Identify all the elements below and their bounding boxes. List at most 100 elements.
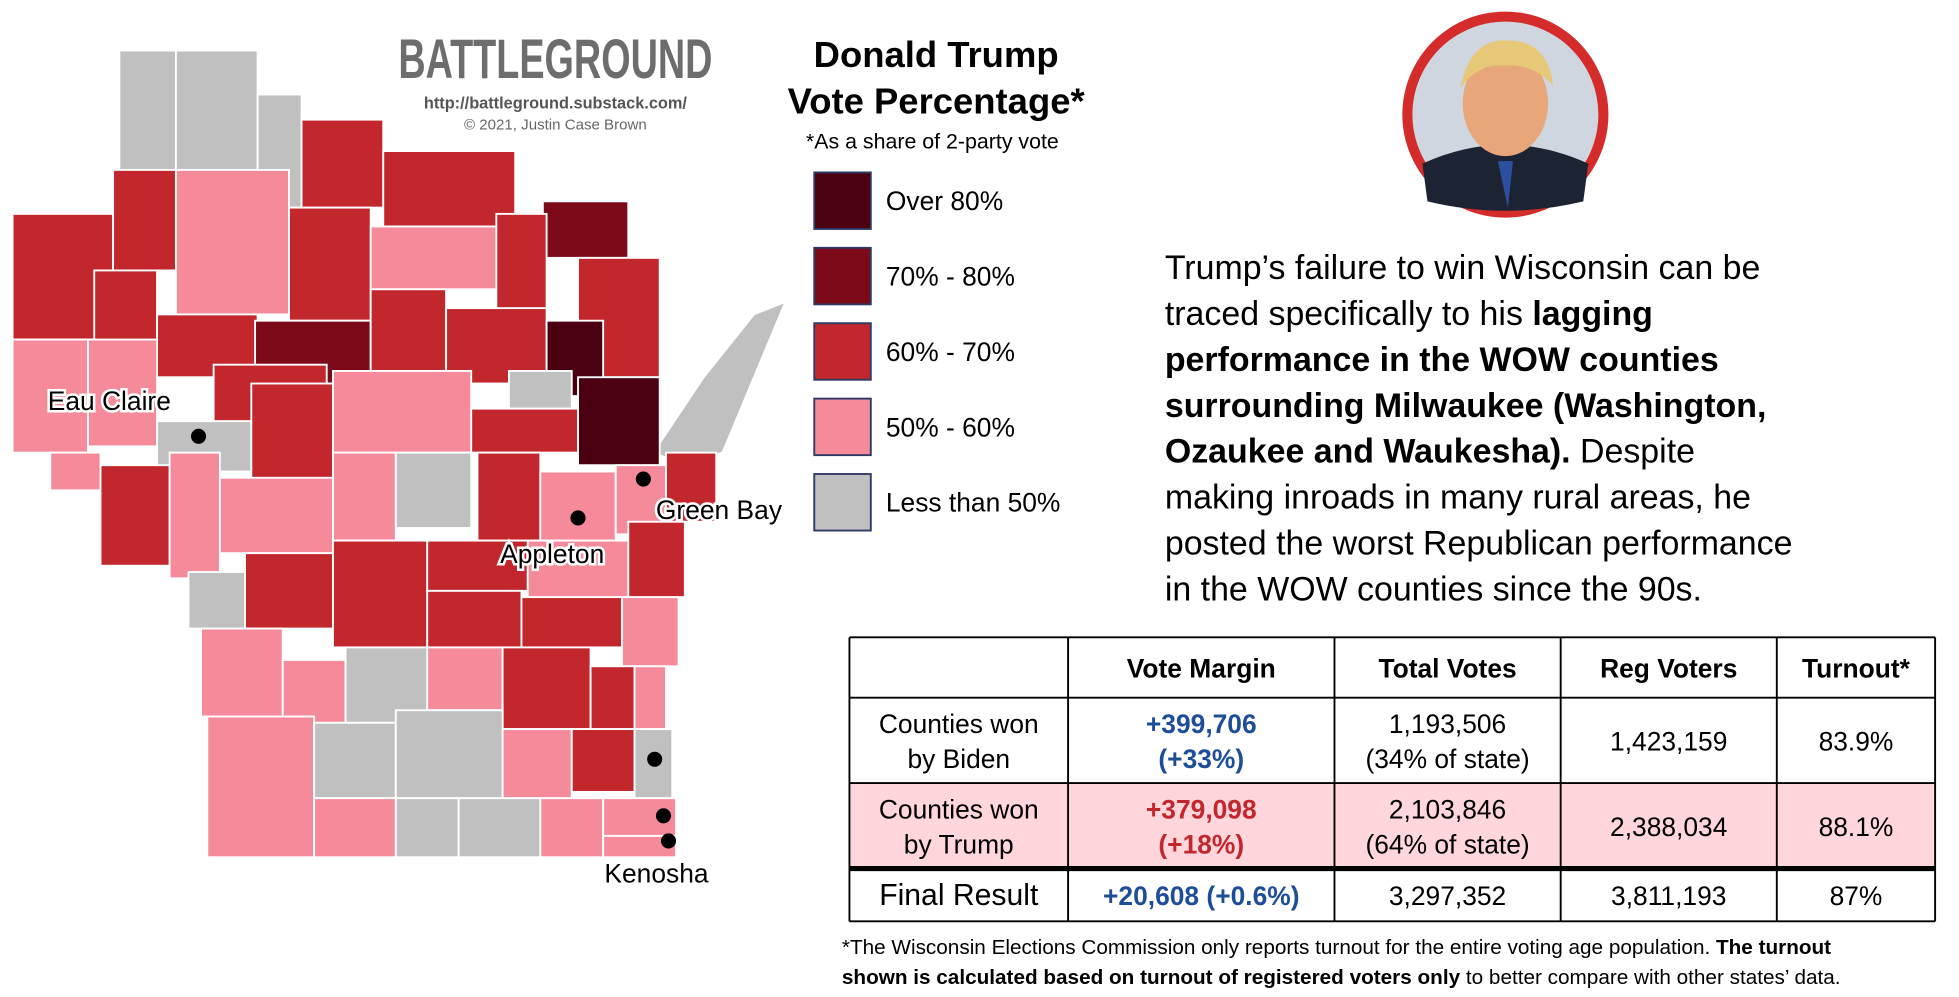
county <box>394 709 504 800</box>
text-line: performance in the WOW counties <box>1165 341 1719 379</box>
text-line: Trump’s failure to win Wisconsin can be <box>1165 249 1760 287</box>
legend: Over 80% 70% - 80% 60% - 70% 50% - 60% Less … <box>813 171 1061 532</box>
text-run: performance in the WOW counties <box>1165 341 1719 379</box>
county <box>313 721 397 800</box>
county <box>426 646 504 712</box>
city-label: Appleton <box>500 539 604 569</box>
county <box>394 451 473 529</box>
county <box>633 665 667 731</box>
county <box>602 834 677 859</box>
text-run: surrounding Milwaukee (Washington, <box>1165 387 1767 425</box>
text-run: lagging <box>1532 295 1653 333</box>
county <box>501 646 592 731</box>
text-line: traced specifically to his lagging <box>1165 295 1653 333</box>
brand-url: http://battleground.substack.com/ <box>424 94 688 112</box>
county <box>93 269 159 347</box>
text-run: Ozaukee and Waukesha). <box>1165 433 1571 471</box>
cell-text: 1,423,159 <box>1610 726 1727 756</box>
text-run: Despite <box>1571 433 1695 471</box>
county <box>470 407 579 454</box>
wisconsin-map <box>11 49 788 859</box>
cell-text: +379,098 <box>1146 794 1257 824</box>
county <box>426 539 529 592</box>
cell-text: +20,608 (+0.6%) <box>1103 881 1300 911</box>
header-cell: Total Votes <box>1378 654 1516 684</box>
county <box>507 370 573 410</box>
county <box>174 168 290 316</box>
text-run: to better compare with other states’ dat… <box>1460 966 1840 989</box>
portrait-face <box>1462 50 1549 157</box>
legend-label: Less than 50% <box>886 488 1061 518</box>
city-dots <box>190 428 677 849</box>
text-line: shown is calculated based on turnout of … <box>842 966 1841 989</box>
brand: BATTLEGROUND <box>398 28 712 90</box>
county <box>541 200 630 259</box>
header-cell: Vote Margin <box>1127 654 1276 684</box>
county <box>369 288 448 372</box>
cell-text: (34% of state) <box>1365 744 1529 774</box>
cell-text: 2,103,846 <box>1389 794 1506 824</box>
text-line: making inroads in many rural areas, he <box>1165 479 1751 517</box>
legend-title: Vote Percentage* <box>788 80 1086 121</box>
county <box>112 168 177 272</box>
county <box>665 451 718 523</box>
cell-text: 87% <box>1830 881 1883 911</box>
cell-text: (64% of state) <box>1365 829 1529 859</box>
cell-text: by Trump <box>904 829 1014 859</box>
county <box>520 596 623 649</box>
city-label: Green Bay <box>656 495 783 525</box>
text-line: in the WOW counties since the 90s. <box>1165 570 1702 608</box>
legend-subtitle: *As a share of 2-party vote <box>806 130 1059 154</box>
city-dot <box>570 510 586 526</box>
text-run: posted the worst Republican performance <box>1165 524 1793 562</box>
cell-text: Counties won <box>879 709 1039 739</box>
row-bg <box>849 868 1936 922</box>
text-line: posted the worst Republican performance <box>1165 524 1793 562</box>
county <box>426 589 523 649</box>
cell-text: Counties won <box>879 794 1039 824</box>
legend-swatch <box>813 322 872 381</box>
county <box>621 596 680 668</box>
county <box>526 539 630 599</box>
county <box>174 49 259 171</box>
cell-text: by Biden <box>907 744 1010 774</box>
legend-swatch <box>813 473 872 532</box>
legend-label: 70% - 80% <box>886 262 1015 292</box>
county <box>369 225 498 291</box>
county <box>332 451 397 542</box>
row-bg <box>849 697 1936 784</box>
results-table: Vote Margin Total Votes Reg Voters Turnout*… <box>848 636 1937 923</box>
cell-text: 88.1% <box>1819 812 1894 842</box>
cell-text: 3,297,352 <box>1389 881 1506 911</box>
text-run: *The Wisconsin Elections Commission only… <box>842 936 1716 959</box>
cell-text: 2,388,034 <box>1610 812 1727 842</box>
text-run: in the WOW counties since the 90s. <box>1165 570 1702 608</box>
county <box>589 665 636 731</box>
county <box>457 797 542 859</box>
text-run: traced specifically to his <box>1165 295 1532 333</box>
credit: © 2021, Justin Case Brown <box>464 117 647 134</box>
county <box>570 728 636 793</box>
legend-swatch <box>813 171 872 230</box>
county <box>539 797 605 859</box>
text-run: Trump’s failure to win Wisconsin can be <box>1165 249 1760 287</box>
county <box>501 728 573 800</box>
cell-text: (+33%) <box>1158 744 1244 774</box>
cell-text: 83.9% <box>1819 726 1894 756</box>
city-dot <box>190 428 207 444</box>
portrait-tie <box>1497 161 1513 208</box>
county <box>382 150 517 228</box>
legend-label: Over 80% <box>886 186 1003 216</box>
county <box>87 338 159 448</box>
paragraph: Trump’s failure to win Wisconsin can be t… <box>1165 249 1793 608</box>
county <box>118 49 177 171</box>
header-cell: Turnout* <box>1802 654 1911 684</box>
city-dot <box>660 833 677 849</box>
legend-label: 50% - 60% <box>886 412 1015 442</box>
county <box>218 476 334 555</box>
city-dot <box>647 751 663 767</box>
legend-swatch <box>813 246 872 306</box>
county <box>11 338 89 454</box>
city-dot <box>635 471 651 487</box>
